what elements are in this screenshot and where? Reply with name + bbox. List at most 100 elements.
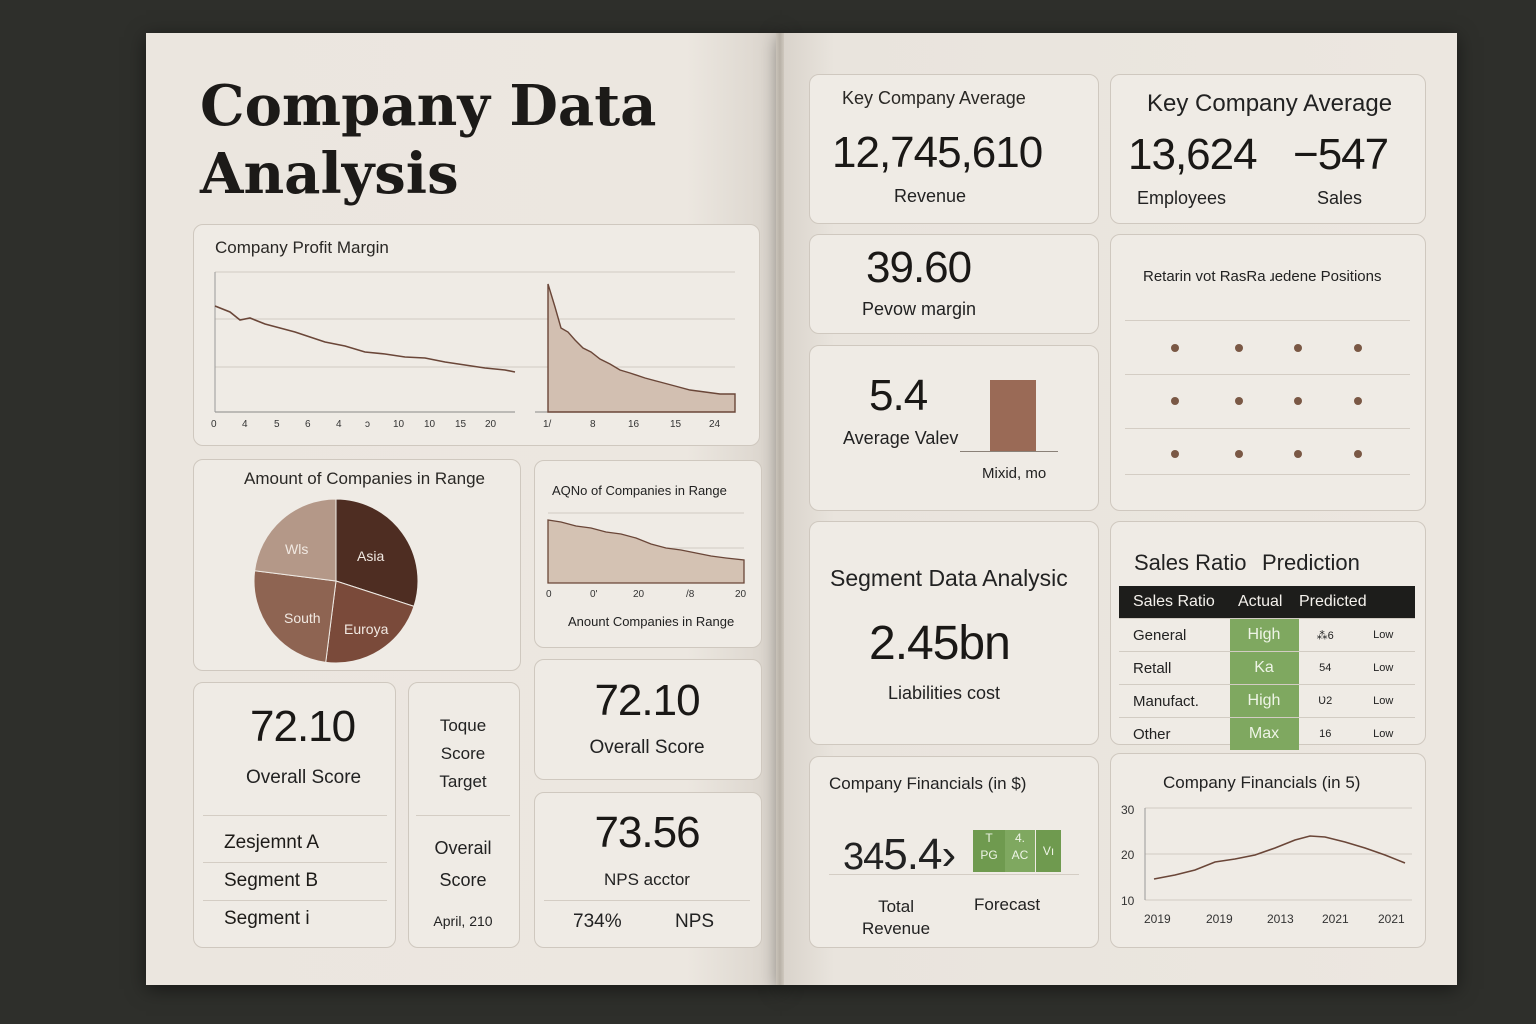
kca-sales-value: −547	[1293, 130, 1389, 179]
pie-label-euroya: Euroya	[344, 621, 389, 637]
row-actual: High	[1230, 618, 1299, 652]
margin-label: Pevow margin	[862, 299, 977, 319]
financials-title: Company Financials (in $)	[829, 774, 1027, 793]
range-title: AQNo of Companies in Range	[552, 483, 727, 498]
pie-label-south: South	[284, 610, 321, 626]
financials-bars: T PG 4. AC Vı	[973, 825, 1061, 872]
tick: /8	[686, 589, 695, 600]
kca-employees-value: 13,624	[1128, 130, 1258, 179]
pie-slice-euroya	[325, 580, 415, 664]
pie-chart	[253, 498, 419, 664]
position-dot	[1235, 397, 1243, 405]
table-row: Manufact. High Ʋ2 Low	[1119, 684, 1415, 718]
financials-value-b: 5.4›	[883, 830, 956, 879]
sales-ratio-title: Sales Ratio	[1134, 550, 1247, 575]
margin-card	[809, 234, 1099, 334]
pie-label-asia: Asia	[357, 548, 385, 564]
tick: 2021	[1322, 912, 1349, 926]
tick: 10	[424, 419, 436, 430]
profit-line-series	[214, 305, 516, 373]
page-title: Company Data Analysis	[200, 72, 680, 208]
average-card	[809, 345, 1099, 511]
tick: 0'	[590, 589, 598, 600]
range-area-series	[547, 519, 745, 584]
row-low: Low	[1352, 651, 1415, 685]
toque-line: Score	[440, 744, 486, 763]
kca-employees-title: Key Company Average	[1147, 90, 1393, 117]
pie-slice-south	[253, 570, 337, 663]
pie-label-wls: Wls	[285, 541, 309, 557]
financials-value: 345.4›	[843, 830, 956, 880]
segment-row: Segment i	[224, 908, 310, 929]
tick: ↄ	[365, 419, 370, 430]
profit-area-series	[547, 283, 736, 413]
row-actual: Ka	[1230, 651, 1299, 685]
segment-value: 2.45bn	[869, 617, 1011, 670]
sales-prediction-title: Prediction	[1262, 550, 1360, 575]
position-dot	[1354, 397, 1362, 405]
segment-card	[809, 521, 1099, 745]
fin-bar: 4. AC	[1005, 830, 1035, 872]
average-value: 5.4	[869, 371, 928, 420]
row-actual: High	[1230, 684, 1299, 718]
row-name: General	[1119, 618, 1230, 652]
position-dot	[1294, 397, 1302, 405]
tick: 20	[1121, 848, 1135, 862]
fin-bar-text: AC	[1011, 848, 1029, 862]
toque-date: April, 210	[433, 913, 493, 929]
title-line-1: Company Data	[200, 73, 657, 139]
sales-ratio-table: Sales Ratio Actual Predicted General Hig…	[1119, 586, 1415, 750]
position-dot	[1171, 397, 1179, 405]
nps-card	[534, 792, 762, 948]
tick: 10	[393, 419, 405, 430]
segment-row: Zesjemnt A	[224, 832, 320, 853]
position-dot	[1294, 450, 1302, 458]
pie-slice-wls	[254, 498, 337, 582]
overall-score-label-2: Overall Score	[589, 737, 705, 758]
kca-employees-card	[1110, 74, 1426, 224]
book-spine	[776, 33, 784, 985]
range-xlabel: Anount Companies in Range	[568, 614, 735, 629]
title-line-2: Analysis	[200, 141, 459, 207]
position-dot	[1171, 450, 1179, 458]
fin-bar-text: T	[985, 831, 993, 845]
tick: 0	[546, 589, 552, 600]
segment-label: Liabilities cost	[888, 683, 1001, 703]
financials-line-series	[1153, 835, 1406, 880]
kca-revenue-card	[809, 74, 1099, 224]
kca-sales-label: Sales	[1317, 188, 1363, 208]
tick: 15	[670, 419, 682, 430]
tick: 24	[709, 419, 721, 430]
margin-value: 39.60	[866, 243, 972, 292]
toque-lines: Toque Score Target	[408, 712, 518, 796]
segment-title: Segment Data Analysic	[830, 565, 1068, 591]
profit-margin-title: Company Profit Margin	[215, 238, 389, 257]
nps-value: 73.56	[594, 808, 700, 857]
table-row: General High ⁂6 Low	[1119, 618, 1415, 652]
tick: 30	[1121, 803, 1135, 817]
position-dot	[1354, 344, 1362, 352]
tick: 5	[274, 419, 280, 430]
fin-bar-text: Vı	[1042, 844, 1055, 858]
toque-line: Target	[439, 772, 487, 791]
financials-total: Total Revenue	[862, 896, 930, 940]
tick: 0	[211, 419, 217, 430]
row-pred: 16	[1299, 717, 1353, 750]
toque-line: Score	[439, 870, 487, 890]
tick: 15	[455, 419, 467, 430]
kca-revenue-title: Key Company Average	[842, 88, 1026, 108]
row-pred: Ʋ2	[1299, 684, 1353, 718]
tick: 1/	[543, 419, 552, 430]
tick: 20	[485, 419, 497, 430]
nps-percent: 734%	[573, 911, 622, 932]
tick: 20	[633, 589, 645, 600]
positions-card	[1110, 234, 1426, 511]
tick: 2013	[1267, 912, 1294, 926]
row-pred: ⁂6	[1299, 618, 1353, 652]
col-header: Actual	[1230, 586, 1299, 619]
financials-line-chart	[1144, 807, 1412, 901]
kca-revenue-value: 12,745,610	[832, 128, 1043, 177]
tick: 6	[305, 419, 311, 430]
financials-total-line: Total	[878, 897, 914, 916]
overall-score-label: Overall Score	[246, 767, 362, 788]
